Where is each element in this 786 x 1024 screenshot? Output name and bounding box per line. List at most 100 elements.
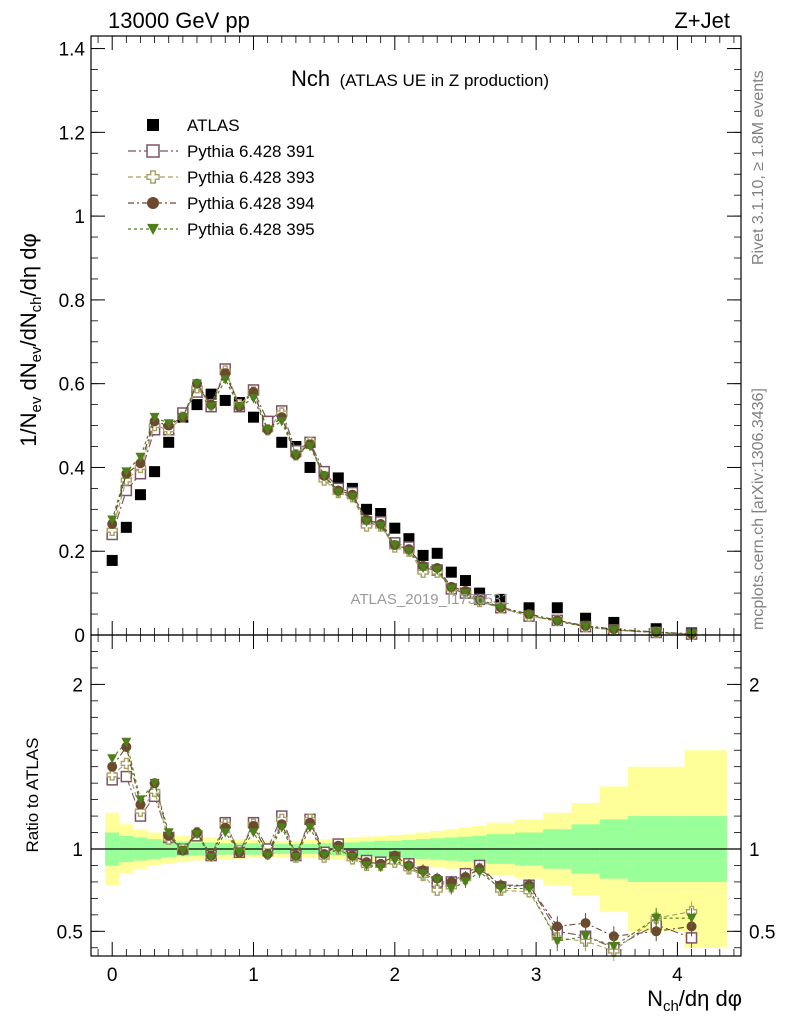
legend-label: Pythia 6.428 393 (187, 168, 315, 187)
main-point (495, 603, 506, 613)
main-point (163, 436, 175, 448)
energy-label: 13000 GeV pp (108, 8, 250, 33)
ratio-point (177, 846, 188, 856)
main-title-sub: (ATLAS UE in Z production) (340, 71, 549, 90)
ratio-point (107, 761, 118, 772)
main-point (262, 425, 273, 435)
ratio-point (432, 876, 443, 886)
ratio-point (262, 851, 273, 861)
legend-label: Pythia 6.428 391 (187, 142, 315, 161)
ratio-xtick-label: 4 (672, 965, 683, 986)
main-point (418, 563, 429, 573)
ratio-point (460, 877, 471, 887)
ratio-point (524, 884, 535, 894)
legend-entry-1: Pythia 6.428 391 (128, 142, 315, 161)
main-point (417, 549, 429, 561)
main-ytick-label: 0 (74, 626, 85, 647)
main-point (120, 521, 132, 533)
ratio-point (290, 852, 301, 863)
main-point (474, 587, 486, 599)
main-panel: 0 0.2 0.4 0.6 0.8 1 1.2 1.4 Nch (ATLAS UE in Z … (16, 35, 742, 647)
ratio-point (580, 918, 591, 929)
ratio-point (580, 931, 591, 942)
ratio-xtick-label: 1 (248, 965, 259, 986)
ratio-ylabel: Ratio to ATLAS (23, 738, 42, 853)
legend-entry-2: Pythia 6.428 393 (128, 168, 315, 187)
main-point (651, 628, 662, 638)
legend-marker (147, 197, 159, 209)
main-point (446, 584, 457, 594)
main-point (134, 489, 146, 501)
main-point (135, 452, 146, 462)
ratio-series-line-3 (111, 740, 692, 947)
ratio-point (305, 823, 316, 833)
main-ytick-label: 0.2 (59, 542, 85, 563)
legend-marker (147, 119, 159, 131)
legend-marker (147, 223, 159, 235)
main-point (234, 402, 245, 412)
main-series-4 (107, 375, 697, 640)
ratio-point (135, 795, 146, 805)
main-point (121, 467, 132, 477)
main-ylabel: 1/Nev dNev/dNch/dη dφ (16, 233, 45, 446)
ratio-point (107, 754, 118, 764)
watermark: ATLAS_2019_I1736531 (350, 591, 509, 608)
legend-label: Pythia 6.428 394 (187, 194, 315, 213)
ratio-ytick-label: 1 (72, 840, 83, 861)
main-ytick-label: 0.6 (59, 375, 85, 396)
ratio-point (651, 926, 662, 937)
main-point (361, 503, 373, 515)
ratio-point (120, 757, 133, 770)
main-point (460, 588, 471, 599)
main-point (389, 540, 400, 550)
ratio-point (375, 862, 386, 873)
main-point (191, 379, 202, 389)
ratio-series-line-0 (112, 775, 692, 949)
ratio-point (474, 867, 485, 878)
legend-entry-0: ATLAS (147, 116, 240, 135)
legend-entry-3: Pythia 6.428 394 (128, 194, 315, 213)
main-point (290, 450, 301, 460)
main-ytick-label: 0.8 (59, 291, 85, 312)
legend-entry-4: Pythia 6.428 395 (128, 220, 315, 239)
ratio-point (248, 828, 259, 838)
main-title: Nch (ATLAS UE in Z production) (291, 66, 549, 91)
ratio-point (418, 869, 429, 879)
main-point (305, 442, 316, 452)
main-point (347, 492, 358, 502)
main-point (219, 394, 231, 406)
main-point (552, 617, 563, 627)
main-point (304, 461, 316, 473)
ratio-point (686, 913, 697, 924)
main-point (459, 575, 471, 587)
ratio-series-3 (107, 737, 697, 957)
main-point (163, 419, 174, 429)
main-point (332, 472, 344, 484)
main-point (248, 411, 259, 423)
main-point (276, 417, 287, 427)
ratio-panel: 0.5 0.5 1 1 2 2 0 1 2 3 4 Ratio to ATLAS Nch/dη d… (23, 634, 775, 1015)
main-point (432, 565, 443, 576)
legend-label: ATLAS (187, 116, 240, 135)
main-point (191, 399, 203, 411)
ratio-point (552, 936, 563, 947)
ratio-point (403, 862, 414, 873)
main-point (375, 521, 386, 532)
main-point (580, 612, 592, 624)
legend-label: Pythia 6.428 395 (187, 220, 315, 239)
main-point (431, 547, 443, 559)
main-point (361, 517, 372, 527)
rivet-label: Rivet 3.1.10, ≥ 1.8M events (750, 70, 767, 265)
ratio-point (347, 852, 358, 863)
main-point (276, 436, 288, 448)
main-point (608, 616, 620, 628)
ratio-point (120, 770, 133, 783)
ratio-point (552, 921, 563, 932)
ratio-xlabel: Nch/dη dφ (647, 986, 742, 1015)
ratio-point (333, 844, 344, 854)
legend-marker (146, 144, 160, 158)
main-point (403, 546, 414, 557)
main-point (206, 402, 217, 412)
main-point (319, 471, 330, 481)
